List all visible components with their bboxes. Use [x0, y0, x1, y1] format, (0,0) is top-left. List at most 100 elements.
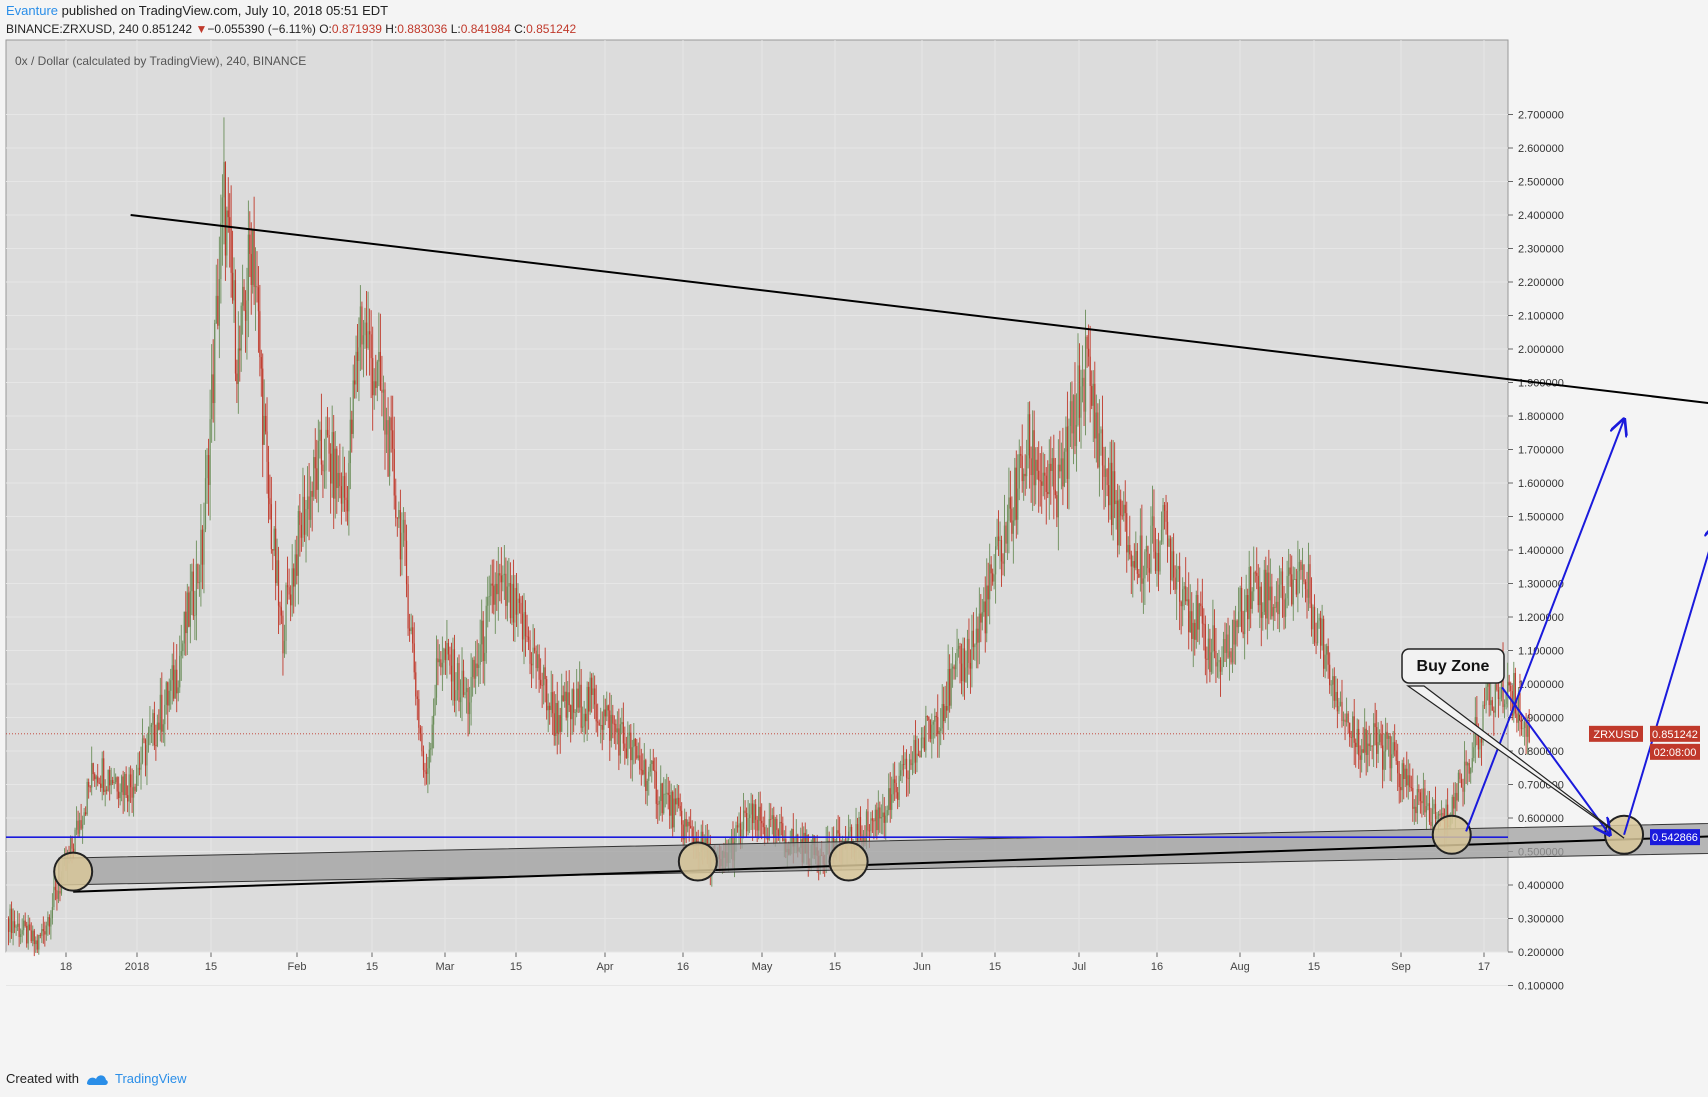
candle-body — [176, 669, 178, 694]
candle-body — [293, 568, 295, 587]
candle-body — [1327, 646, 1329, 665]
candle-body — [1018, 454, 1020, 489]
candle-body — [1183, 586, 1185, 590]
candle-body — [1507, 681, 1509, 694]
projection-arrow — [1623, 523, 1708, 836]
candle-body — [1303, 564, 1305, 582]
candle-body — [1088, 348, 1090, 357]
candle-body — [634, 738, 636, 747]
candle-body — [152, 713, 154, 725]
candle-body — [1029, 414, 1031, 459]
candle-body — [586, 686, 588, 722]
low-value: 0.841984 — [460, 22, 511, 36]
candle-body — [925, 715, 927, 751]
candle-body — [770, 819, 772, 820]
candle-body — [1194, 622, 1196, 640]
candle-body — [756, 819, 758, 831]
x-tick-label: 15 — [829, 961, 841, 973]
candle-body — [968, 638, 970, 663]
y-tick-label: 1.400000 — [1518, 545, 1564, 557]
candle-body — [167, 682, 169, 706]
candle-body — [1186, 599, 1188, 602]
candle-body — [1379, 734, 1381, 743]
author-link[interactable]: Evanture — [6, 3, 59, 18]
candle-body — [144, 739, 147, 766]
candle-body — [1098, 433, 1101, 468]
candle-body — [1045, 475, 1047, 493]
candle-body — [453, 649, 456, 701]
candle-body — [660, 783, 662, 801]
x-tick-label: Jul — [1072, 961, 1086, 973]
x-tick-label: 16 — [677, 961, 689, 973]
candle-body — [753, 804, 755, 824]
candle-body — [533, 647, 536, 651]
candle-body — [883, 812, 885, 823]
candle-body — [339, 472, 341, 487]
candle-body — [257, 287, 260, 312]
y-tick-label: 2.300000 — [1518, 244, 1564, 256]
candle-body — [1121, 515, 1123, 517]
candle-body — [879, 807, 881, 819]
candle-body — [326, 429, 329, 435]
candle-body — [619, 724, 621, 756]
candle-body — [540, 679, 542, 686]
candle-body — [946, 706, 948, 711]
x-axis: 18 2018 15 Feb 15 Mar 15 Apr 16 May 15 Jun 15 Jul 16 Au… — [60, 40, 1490, 973]
candle-body — [390, 417, 392, 431]
candle-body — [494, 583, 496, 605]
candle-body — [1315, 642, 1317, 644]
candle-body — [684, 819, 686, 840]
candle-body — [410, 627, 412, 632]
candle-body — [180, 651, 182, 656]
candle-body — [204, 478, 207, 530]
candle-body — [1523, 722, 1526, 729]
x-tick-label: 17 — [1478, 961, 1490, 973]
candle-body — [1230, 651, 1232, 663]
candle-body — [795, 834, 797, 843]
candle-body — [1120, 499, 1122, 516]
candle-body — [1431, 808, 1434, 826]
candle-body — [1207, 638, 1209, 660]
candle-body — [1516, 713, 1518, 723]
candle-body — [574, 712, 576, 713]
candle-body — [597, 721, 599, 723]
candle-body — [783, 839, 785, 842]
candle-body — [502, 575, 504, 583]
candle-body — [1012, 520, 1014, 534]
candle-body — [1247, 595, 1249, 620]
candle-body — [642, 770, 644, 775]
candle-body — [224, 162, 226, 256]
candle-body — [325, 429, 327, 471]
candle-body — [1176, 569, 1178, 590]
candle-body — [147, 732, 150, 746]
candle-body — [812, 835, 814, 845]
candle-body — [1288, 567, 1290, 576]
candle-body — [7, 918, 10, 932]
candle-body — [349, 419, 351, 464]
candle-body — [240, 305, 242, 351]
candle-body — [941, 704, 943, 729]
candle-body — [1191, 611, 1193, 639]
candle-body — [446, 642, 448, 661]
candle-body — [297, 511, 299, 576]
y-tick-label: 1.800000 — [1518, 411, 1564, 423]
candle-body — [1002, 561, 1004, 564]
candle-body — [1124, 504, 1126, 514]
candle-body — [464, 692, 466, 695]
candle-body — [1467, 763, 1469, 766]
y-tick-label: 0.600000 — [1518, 813, 1564, 825]
y-tick-label: 0.400000 — [1518, 880, 1564, 892]
x-tick-label: 2018 — [125, 961, 149, 973]
candle-body — [1494, 684, 1496, 713]
candle-body — [333, 432, 335, 499]
tradingview-link[interactable]: TradingView — [114, 1071, 187, 1086]
candle-body — [396, 517, 398, 519]
candle-body — [197, 564, 199, 584]
candle-body — [1192, 622, 1194, 639]
price-chart[interactable]: 18 2018 15 Feb 15 Mar 15 Apr 16 May 15 Jun 15 Jul 16 Au… — [0, 0, 1708, 1060]
last-price: 0.851242 — [142, 22, 193, 36]
candle-body — [282, 615, 284, 654]
candle-body — [247, 234, 249, 301]
candle-body — [1109, 462, 1111, 506]
candle-body — [401, 532, 403, 560]
